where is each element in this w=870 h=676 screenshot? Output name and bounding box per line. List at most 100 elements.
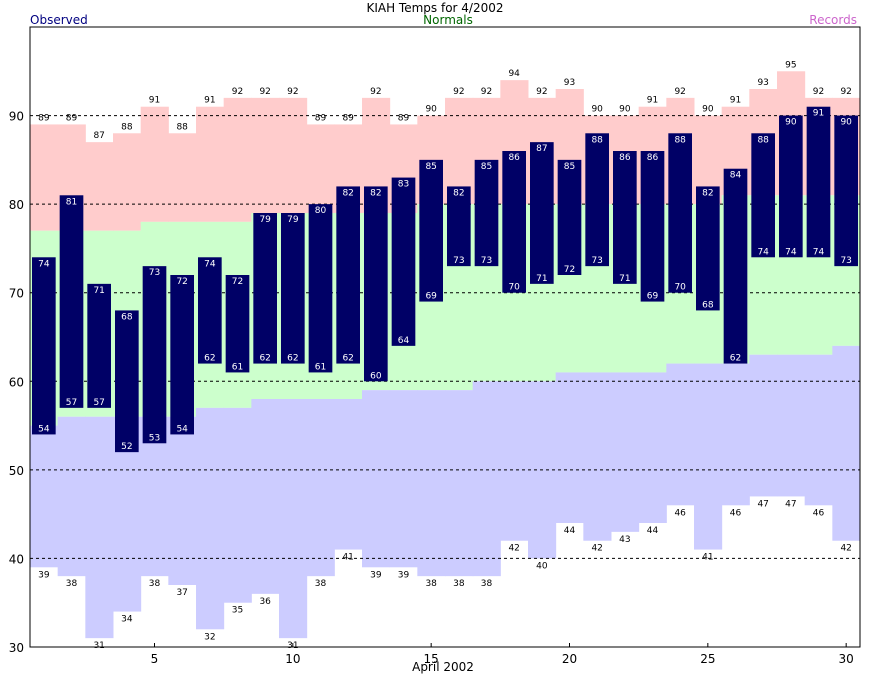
observed-bar [447,186,471,267]
observed-bar [115,310,139,453]
record-high-label: 90 [702,105,714,115]
y-tick-label: 90 [9,110,24,124]
record-high-label: 92 [481,87,492,97]
observed-high-label: 88 [757,135,769,145]
record-high-label: 92 [453,87,464,97]
record-low-label: 36 [259,597,271,607]
observed-low-label: 72 [564,265,575,275]
x-tick-label: 5 [151,652,159,666]
record-high-label: 92 [370,87,381,97]
observed-low-label: 70 [674,283,686,293]
observed-bar [502,151,526,293]
observed-low-label: 73 [840,256,851,266]
record-high-band [196,106,225,222]
record-low-band [666,363,695,506]
observed-low-label: 73 [481,256,492,266]
observed-bar [308,204,333,373]
record-low-band [140,416,169,577]
observed-bar [696,186,720,311]
observed-low-label: 73 [591,256,602,266]
record-high-label: 95 [785,60,796,70]
observed-high-label: 79 [259,215,271,225]
record-high-label: 91 [204,96,215,106]
observed-high-label: 90 [785,118,797,128]
record-low-label: 46 [813,508,825,518]
record-high-label: 87 [93,131,104,141]
observed-bar [557,159,582,275]
record-high-band [113,133,142,231]
record-low-label: 39 [398,570,410,580]
record-low-label: 47 [757,499,768,509]
record-low-label: 40 [536,561,548,571]
legend-normals: Normals [423,13,473,27]
record-high-label: 91 [647,96,658,106]
observed-bar [364,186,388,382]
observed-high-label: 86 [647,153,659,163]
observed-high-label: 86 [508,153,520,163]
y-tick-label: 70 [9,287,24,301]
record-low-label: 38 [453,579,465,589]
gridlines [30,115,860,559]
record-low-band [251,399,280,594]
observed-low-label: 68 [702,300,714,310]
y-axis: 30 40 50 60 70 80 90 [9,110,24,655]
record-high-band [30,124,59,231]
observed-low-label: 69 [425,292,437,302]
record-low-label: 43 [619,535,630,545]
observed-high-label: 85 [564,162,575,172]
record-high-label: 89 [38,113,50,123]
observed-high-label: 74 [38,259,50,269]
y-tick-label: 40 [9,552,24,566]
record-low-band [57,416,86,577]
observed-low-label: 74 [785,247,797,257]
observed-low-label: 73 [453,256,464,266]
record-low-label: 39 [370,570,382,580]
observed-low-label: 57 [93,398,104,408]
observed-bar [59,195,84,408]
record-low-band [389,390,418,568]
record-low-label: 46 [730,508,742,518]
record-low-band [583,372,612,541]
observed-low-label: 54 [38,424,50,434]
record-low-label: 44 [647,526,659,536]
observed-low-label: 54 [176,424,188,434]
observed-high-label: 91 [813,109,824,119]
observed-high-label: 83 [398,180,409,190]
record-high-band [251,97,280,213]
record-high-band [168,133,197,222]
observed-low-label: 62 [287,354,298,364]
x-axis-label: April 2002 [412,660,474,674]
observed-low-label: 52 [121,442,132,452]
observed-bar [225,275,250,373]
record-low-label: 32 [204,632,215,642]
y-tick-label: 30 [9,641,24,655]
observed-high-label: 88 [591,135,603,145]
record-low-band [472,381,501,577]
record-low-label: 34 [121,615,133,625]
observed-low-label: 62 [342,354,353,364]
observed-bar [142,266,167,444]
record-high-band [140,106,169,222]
record-high-label: 90 [425,105,437,115]
record-low-label: 42 [508,544,519,554]
observed-high-label: 80 [315,206,327,216]
record-low-band [694,363,723,550]
record-low-label: 39 [38,570,50,580]
observed-low-label: 60 [370,371,382,381]
observed-bar [198,257,222,364]
observed-high-label: 82 [370,188,381,198]
record-high-label: 93 [564,78,575,88]
record-high-label: 90 [619,105,631,115]
observed-bar [170,275,194,435]
record-low-band [168,416,197,585]
observed-bars [32,106,858,453]
observed-bar [613,151,637,284]
record-high-label: 92 [536,87,547,97]
record-low-label: 37 [176,588,187,598]
record-low-label: 38 [66,579,78,589]
record-high-label: 94 [508,69,520,79]
record-low-band [638,372,667,523]
observed-low-label: 61 [315,362,326,372]
record-high-label: 89 [398,113,410,123]
record-low-label: 35 [232,606,243,616]
